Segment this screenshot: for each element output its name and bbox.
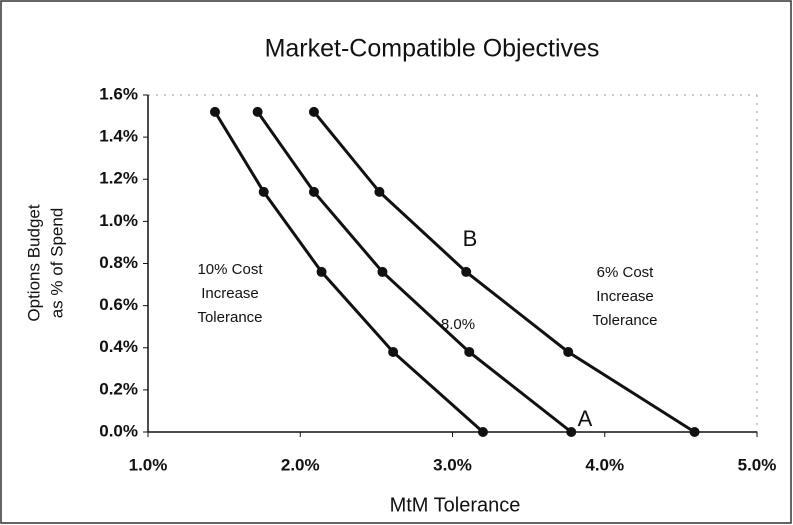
chart-title: Market-Compatible Objectives xyxy=(265,35,600,63)
point xyxy=(252,106,263,117)
annotation: Increase xyxy=(596,288,654,305)
x-tick-label: 1.0% xyxy=(129,455,168,474)
x-axis-label: MtM Tolerance xyxy=(390,494,521,516)
x-tick-label: 2.0% xyxy=(281,455,320,474)
y-tick-label: 0.4% xyxy=(99,337,138,356)
annotation: B xyxy=(463,226,478,251)
point xyxy=(464,346,475,357)
y-tick-label: 0.0% xyxy=(99,421,138,440)
point xyxy=(209,106,220,117)
y-axis-label: as % of Spend xyxy=(47,208,66,319)
point xyxy=(563,346,574,357)
x-tick-label: 4.0% xyxy=(585,455,624,474)
point xyxy=(689,427,700,437)
y-axis-label: Options Budget xyxy=(24,204,43,321)
annotation: Tolerance xyxy=(592,312,657,329)
point xyxy=(377,266,388,277)
point xyxy=(316,266,327,277)
annotation: 8.0% xyxy=(441,316,475,333)
x-tick-label: 5.0% xyxy=(738,455,777,474)
annotation: 10% Cost xyxy=(197,261,263,278)
point xyxy=(388,346,399,357)
y-tick-label: 1.2% xyxy=(99,169,138,188)
annotation: 6% Cost xyxy=(597,264,655,281)
point xyxy=(461,266,472,277)
x-tick-label: 3.0% xyxy=(433,455,472,474)
y-tick-label: 1.4% xyxy=(99,127,138,146)
annotation: Tolerance xyxy=(197,309,262,326)
point xyxy=(566,427,577,437)
y-tick-label: 0.2% xyxy=(99,379,138,398)
y-tick-label: 0.6% xyxy=(99,295,138,314)
y-tick-label: 0.8% xyxy=(99,253,138,272)
y-tick-label: 1.6% xyxy=(99,84,138,103)
series-line xyxy=(256,110,573,434)
annotation: A xyxy=(578,406,593,431)
annotation: Increase xyxy=(201,285,259,302)
point xyxy=(374,186,385,197)
point xyxy=(308,186,319,197)
point xyxy=(477,427,488,437)
point xyxy=(308,106,319,117)
point xyxy=(258,186,269,197)
y-tick-label: 1.0% xyxy=(99,211,138,230)
